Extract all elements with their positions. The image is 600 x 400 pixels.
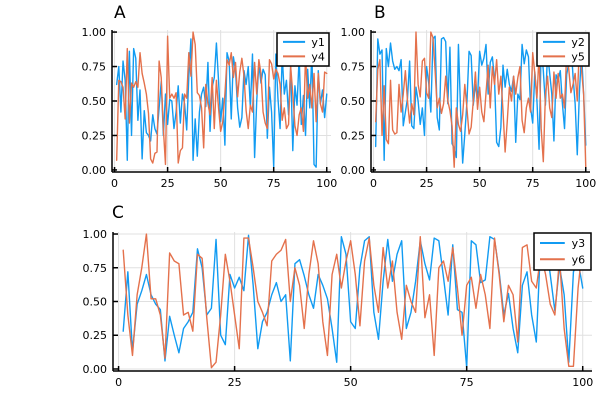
y-tick-label: 0.25 [83,329,108,342]
x-tick-label: 25 [161,177,175,190]
x-tick-label: 0 [115,376,122,389]
legend-box [536,32,590,67]
legend-label-y2: y2 [571,36,585,49]
series-line-y4 [115,31,328,166]
x-tick-label: 50 [344,376,358,389]
x-tick-label: 100 [575,177,596,190]
legend-label-y6: y6 [572,253,586,266]
y-tick-label: 0.00 [83,363,108,376]
legend-box [533,232,592,271]
y-tick-label: 0.75 [82,61,107,74]
y-tick-label: 0.50 [82,95,107,108]
series-line-y6 [122,233,584,369]
y-tick-label: 0.25 [341,129,366,142]
x-tick-label: 75 [526,177,540,190]
y-tick-label: 1.00 [82,26,107,39]
y-tick-label: 0.00 [82,164,107,177]
x-tick-label: 25 [228,376,242,389]
y-tick-label: 0.50 [341,95,366,108]
x-tick-label: 75 [267,177,281,190]
subplot-title-c: C [112,203,124,223]
legend-box [276,32,330,67]
x-tick-label: 50 [473,177,487,190]
series-line-y2 [374,35,587,164]
legend-label-y4: y4 [311,50,325,63]
x-tick-label: 100 [572,376,593,389]
y-tick-label: 1.00 [341,26,366,39]
x-tick-label: 100 [316,177,337,190]
legend-label-y3: y3 [572,237,586,250]
x-tick-label: 25 [420,177,434,190]
x-tick-label: 0 [111,177,118,190]
series-line-y1 [115,38,328,168]
series-line-y5 [374,31,587,168]
y-tick-label: 0.75 [341,61,366,74]
y-tick-label: 0.75 [83,262,108,275]
y-tick-label: 1.00 [83,228,108,241]
y-tick-label: 0.25 [82,129,107,142]
legend-label-y5: y5 [571,50,585,63]
legend-label-y1: y1 [311,36,325,49]
subplot-title-a: A [114,3,126,23]
y-tick-label: 0.50 [83,296,108,309]
subplot-title-b: B [374,3,386,23]
x-tick-label: 0 [370,177,377,190]
x-tick-label: 50 [214,177,228,190]
y-tick-label: 0.00 [341,164,366,177]
x-tick-label: 75 [460,376,474,389]
